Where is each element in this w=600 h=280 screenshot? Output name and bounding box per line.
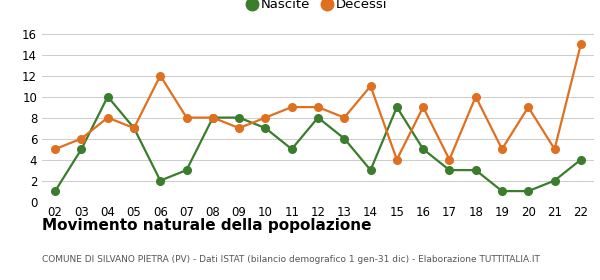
Text: Movimento naturale della popolazione: Movimento naturale della popolazione <box>42 218 371 234</box>
Legend: Nascite, Decessi: Nascite, Decessi <box>244 0 392 17</box>
Text: COMUNE DI SILVANO PIETRA (PV) - Dati ISTAT (bilancio demografico 1 gen-31 dic) -: COMUNE DI SILVANO PIETRA (PV) - Dati IST… <box>42 255 540 264</box>
